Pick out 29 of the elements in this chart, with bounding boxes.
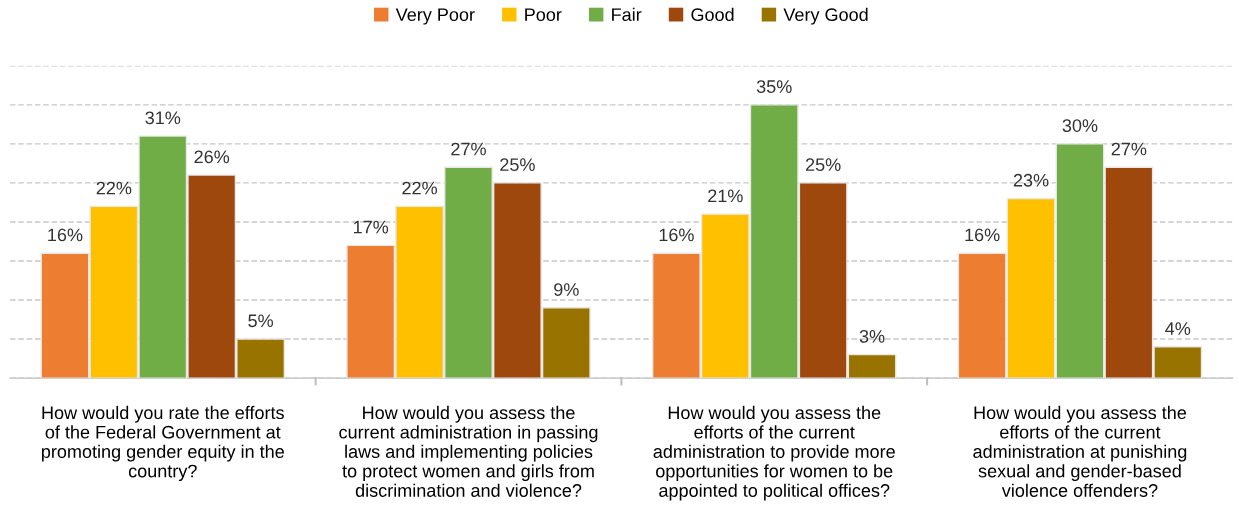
data-label: 27% bbox=[1111, 142, 1147, 156]
data-label: 17% bbox=[353, 220, 389, 234]
data-label: 5% bbox=[248, 314, 274, 328]
legend-label: Poor bbox=[525, 8, 562, 22]
data-label: 22% bbox=[402, 181, 438, 195]
data-label: 26% bbox=[194, 150, 230, 164]
data-label: 27% bbox=[451, 142, 486, 156]
x-tick-label: How would you assess the efforts of the current administration to provide more opportunities for women to be appointed to political offices? bbox=[653, 405, 895, 501]
data-label: 4% bbox=[1165, 322, 1191, 335]
x-tick-label: How would you assess the efforts of the current administration at punishing sexual and gender-based violence offenders? bbox=[973, 405, 1187, 497]
data-label: 9% bbox=[554, 283, 579, 296]
x-tick-label: How would you rate the efforts of the Federal Government at promoting gender equity in the country? bbox=[41, 405, 284, 482]
legend-label: Very Good bbox=[783, 7, 868, 25]
data-label: 22% bbox=[96, 181, 132, 195]
data-label: 3% bbox=[859, 329, 885, 343]
data-label: 35% bbox=[756, 80, 792, 93]
data-label: 16% bbox=[965, 228, 1000, 242]
data-label: 21% bbox=[708, 189, 743, 203]
data-label: 25% bbox=[500, 158, 535, 172]
data-label: 31% bbox=[145, 111, 181, 125]
data-label: 23% bbox=[1013, 173, 1049, 187]
data-label: 16% bbox=[48, 228, 83, 242]
data-label: 16% bbox=[659, 228, 694, 242]
legend-label: Fair bbox=[612, 7, 642, 22]
legend-label: Very Poor bbox=[395, 8, 475, 25]
x-tick-label: How would you assess the current administration in passing laws and implementing policies to protect women and girls from discrimination and violence? bbox=[339, 405, 598, 497]
legend-label: Good bbox=[691, 7, 734, 22]
data-label: 25% bbox=[805, 158, 841, 172]
data-label: 30% bbox=[1062, 119, 1098, 132]
